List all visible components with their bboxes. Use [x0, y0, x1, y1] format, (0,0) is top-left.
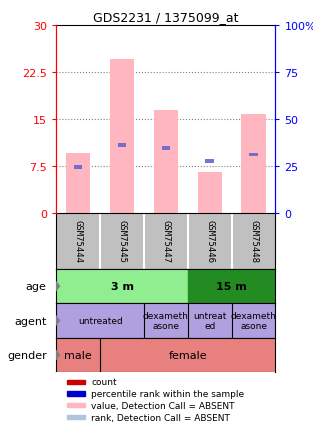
Text: GSM75445: GSM75445	[118, 220, 126, 263]
Bar	[56, 338, 100, 372]
Text: GSM75447: GSM75447	[162, 220, 170, 263]
Polygon shape	[53, 278, 59, 295]
Text: agent: agent	[14, 316, 47, 326]
Title: GDS2231 / 1375099_at: GDS2231 / 1375099_at	[93, 10, 239, 23]
Text: gender: gender	[7, 350, 47, 360]
Bar	[144, 304, 188, 338]
Text: GSM75444: GSM75444	[74, 220, 83, 263]
Text: 15 m: 15 m	[216, 282, 247, 292]
Text: count: count	[91, 377, 117, 386]
Bar	[67, 415, 85, 420]
Bar	[198, 173, 222, 213]
Polygon shape	[53, 347, 59, 364]
Bar	[100, 338, 275, 372]
Text: untreat
ed: untreat ed	[193, 311, 226, 331]
Bar	[162, 147, 170, 151]
Text: dexameth
asone: dexameth asone	[231, 311, 276, 331]
Text: rank, Detection Call = ABSENT: rank, Detection Call = ABSENT	[91, 413, 230, 422]
Bar	[118, 144, 126, 148]
Bar	[206, 160, 214, 163]
Bar	[154, 110, 178, 213]
Bar	[249, 153, 258, 157]
Bar	[74, 166, 82, 170]
Text: 3 m: 3 m	[110, 282, 134, 292]
Text: untreated: untreated	[78, 316, 122, 326]
Text: GSM75446: GSM75446	[205, 220, 214, 263]
Bar	[56, 270, 188, 304]
Bar	[232, 304, 275, 338]
Polygon shape	[53, 312, 59, 329]
Bar	[67, 391, 85, 396]
Text: male: male	[64, 350, 92, 360]
Bar	[188, 270, 275, 304]
Text: GSM75448: GSM75448	[249, 220, 258, 263]
Text: value, Detection Call = ABSENT: value, Detection Call = ABSENT	[91, 401, 235, 410]
Bar	[241, 115, 265, 213]
Bar	[110, 60, 134, 213]
Text: age: age	[26, 282, 47, 292]
Bar	[67, 380, 85, 384]
Text: dexameth
asone: dexameth asone	[143, 311, 189, 331]
Text: percentile rank within the sample: percentile rank within the sample	[91, 389, 244, 398]
Bar	[56, 304, 144, 338]
Bar	[66, 154, 90, 213]
Text: female: female	[168, 350, 207, 360]
Bar	[188, 304, 232, 338]
Bar	[67, 403, 85, 407]
